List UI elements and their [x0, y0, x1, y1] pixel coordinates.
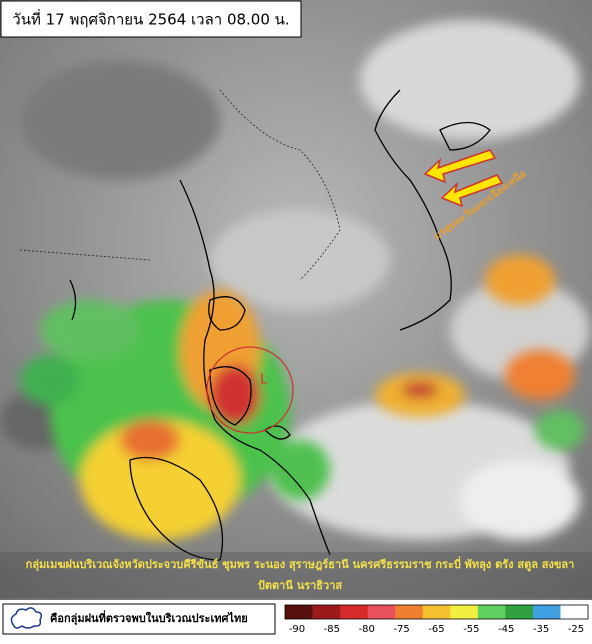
colorbar-swatch: [285, 605, 314, 619]
colorbar-label: -75: [393, 624, 409, 635]
colorbar-swatch: [450, 605, 479, 619]
colorbar-swatch: [505, 605, 534, 619]
colorbar-swatch: [340, 605, 369, 619]
colorbar-label: -85: [324, 624, 340, 635]
cloud-texture: [0, 20, 590, 540]
cloud-icon: [10, 607, 43, 629]
title-box: [0, 0, 302, 38]
colorbar-swatch: [422, 605, 451, 619]
caption-line: กลุ่มเมฆฝนบริเวณจังหวัดประจวบคีรีขันธ์ ช…: [26, 556, 575, 572]
rain-clouds: [20, 255, 585, 540]
colorbar-label: -55: [463, 624, 479, 635]
colorbar-label: -90: [289, 624, 305, 635]
low-label: L: [260, 373, 268, 388]
caption-line: ปัตตานี นราธิวาส: [258, 579, 342, 592]
colorbar-swatch: [477, 605, 506, 619]
colorbar-swatch: [312, 605, 341, 619]
borders: [19, 89, 341, 281]
colorbar-label: -45: [498, 624, 514, 635]
colorbar-swatch: [395, 605, 424, 619]
caption-band: [0, 552, 592, 598]
colorbar-swatch: [367, 605, 396, 619]
colorbar-label: -80: [359, 624, 375, 635]
colorbar-label: -25: [568, 624, 584, 635]
monsoon-arrows: [423, 149, 504, 208]
low-pressure-circle: [206, 346, 294, 434]
colorbar-label: -65: [428, 624, 444, 635]
colorbar: -90 -85 -80 -75 -65 -55 -45 -35 -25: [284, 604, 589, 635]
legend-box: [2, 603, 276, 635]
legend-text: คือกลุ่มฝนที่ตรวจพบในบริเวณประเทศไทย: [50, 610, 248, 626]
colorbar-frame: [284, 604, 589, 620]
title: วันที่ 17 พฤศจิกายน 2564 เวลา 08.00 น.: [12, 9, 289, 29]
colorbar-swatch: [560, 605, 589, 619]
colorbar-label: -35: [533, 624, 549, 635]
coastlines: [69, 89, 491, 561]
colorbar-swatch: [532, 605, 561, 619]
